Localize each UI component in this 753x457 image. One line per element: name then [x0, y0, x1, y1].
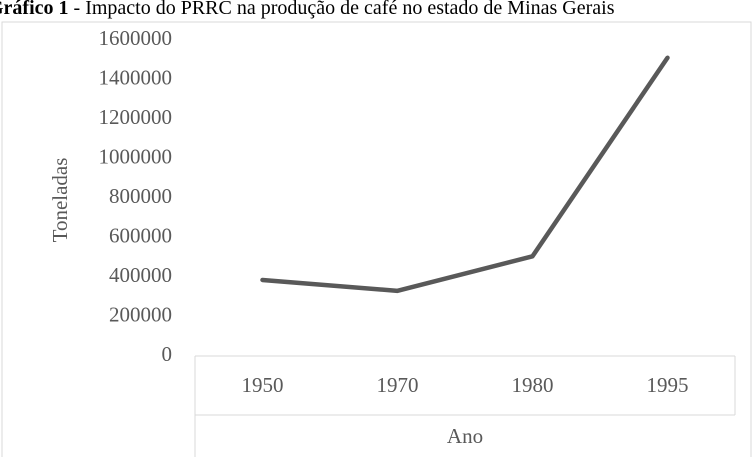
x-tick-label: 1980	[512, 373, 554, 397]
y-tick-label: 1200000	[99, 105, 173, 129]
x-axis-label: Ano	[447, 424, 483, 448]
title-label: Gráfico 1	[0, 0, 69, 19]
data-line	[260, 55, 670, 294]
y-tick-label: 1400000	[99, 65, 173, 89]
x-tick-label: 1950	[242, 373, 284, 397]
y-tick-label: 800000	[109, 184, 172, 208]
y-tick-label: 1000000	[99, 144, 173, 168]
title-text: - Impacto do PRRC na produção de café no…	[74, 0, 615, 19]
y-tick-label: 200000	[109, 302, 172, 326]
y-tick-label: 600000	[109, 223, 172, 247]
y-tick-label: 400000	[109, 263, 172, 287]
chart-title: Gráfico 1 - Impacto do PRRC na produção …	[0, 0, 615, 19]
y-tick-label: 0	[162, 342, 173, 366]
x-tick-label: 1970	[377, 373, 419, 397]
y-tick-label: 1600000	[99, 26, 173, 50]
chart-border	[1, 21, 752, 457]
x-tick-label: 1995	[647, 373, 689, 397]
y-axis-label: Toneladas	[48, 158, 72, 243]
